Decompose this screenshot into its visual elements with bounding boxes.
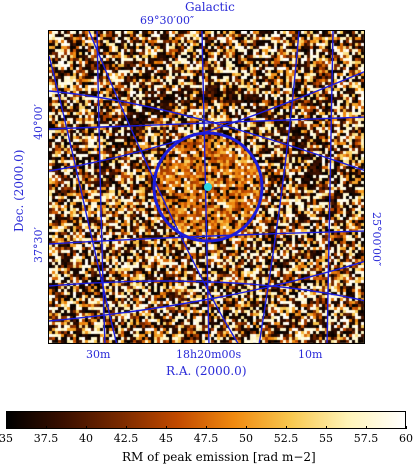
grid-line xyxy=(49,280,364,302)
dec-tick-40: 40°00′ xyxy=(32,104,45,140)
colorbar-tick-mark xyxy=(325,426,327,429)
grid-line xyxy=(49,55,118,343)
colorbar-tick-mark xyxy=(285,426,287,429)
colorbar-tick-label: 42.5 xyxy=(113,432,139,445)
ra-axis-title: R.A. (2000.0) xyxy=(166,364,247,378)
grid-line xyxy=(49,260,364,322)
grid-line xyxy=(96,31,106,343)
grid-line xyxy=(88,31,239,343)
dec-tick-37-30: 37°30′ xyxy=(32,227,45,263)
center-marker xyxy=(204,183,212,191)
grid-line xyxy=(49,116,364,130)
colorbar-tick-label: 47.5 xyxy=(193,432,219,445)
colorbar-tick-mark xyxy=(205,426,207,429)
galactic-longitude-label: 69°30′00″ xyxy=(140,14,195,27)
colorbar-tick-label: 35 xyxy=(0,432,13,445)
colorbar-tick-label: 37.5 xyxy=(33,432,59,445)
region-circle xyxy=(152,131,264,243)
grid-line xyxy=(49,90,364,172)
ra-tick-10m: 10m xyxy=(298,348,323,361)
grid-line xyxy=(49,71,364,172)
colorbar-tick-mark xyxy=(165,426,167,429)
grid-line xyxy=(258,31,300,343)
colorbar-tick-label: 60 xyxy=(399,432,413,445)
colorbar-tick-mark xyxy=(245,426,247,429)
colorbar-tick-mark xyxy=(365,426,367,429)
colorbar-tick-mark xyxy=(125,426,127,429)
dec-axis-title: Dec. (2000.0) xyxy=(12,149,26,232)
colorbar-title: RM of peak emission [rad m−2] xyxy=(122,450,316,464)
grid-line xyxy=(49,230,364,245)
galactic-latitude-label: 25°00′00″ xyxy=(370,212,383,267)
colorbar-tick-mark xyxy=(45,426,47,429)
ra-tick-30m: 30m xyxy=(86,348,111,361)
coordinate-grid-overlay xyxy=(49,31,364,343)
grid-line xyxy=(201,31,210,343)
grid-line xyxy=(326,31,334,343)
colorbar-tick-label: 55 xyxy=(319,432,333,445)
colorbar-tick-label: 40 xyxy=(79,432,93,445)
galactic-title: Galactic xyxy=(185,0,235,14)
colorbar-tick-mark xyxy=(5,426,7,429)
colorbar-tick-label: 57.5 xyxy=(353,432,379,445)
colorbar-tick-mark xyxy=(85,426,87,429)
rm-map-image xyxy=(48,30,365,344)
colorbar-tick-label: 52.5 xyxy=(273,432,299,445)
colorbar-tick-mark xyxy=(405,426,407,429)
colorbar-tick-label: 50 xyxy=(239,432,253,445)
ra-tick-18h20m: 18h20m00s xyxy=(176,348,242,361)
colorbar-tick-label: 45 xyxy=(159,432,173,445)
